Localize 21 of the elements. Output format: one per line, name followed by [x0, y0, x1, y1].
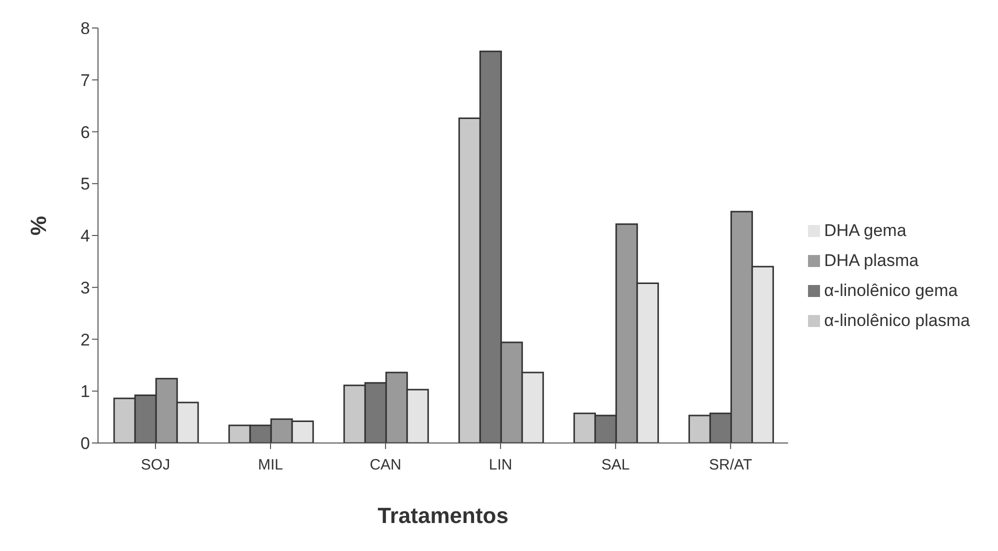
- y-tick-label: 1: [80, 382, 90, 402]
- legend-label: DHA plasma: [824, 250, 919, 270]
- legend-label: α-linolênico gema: [824, 280, 958, 300]
- y-tick-label: 7: [80, 70, 90, 90]
- x-tick-label: LIN: [488, 456, 512, 474]
- legend-label: DHA gema: [824, 220, 906, 240]
- x-tick-label: SAL: [601, 456, 630, 474]
- x-axis-title: Tratamentos: [378, 503, 508, 528]
- x-tick-label: MIL: [258, 456, 284, 474]
- x-tick-label: CAN: [370, 456, 402, 474]
- y-axis-title: %: [26, 216, 51, 236]
- x-tick-label: SOJ: [140, 456, 170, 474]
- y-tick-label: 8: [80, 19, 90, 38]
- y-tick-label: 4: [80, 226, 90, 246]
- y-tick-label: 2: [80, 330, 90, 350]
- y-tick-label: 3: [80, 278, 90, 298]
- y-tick-label: 0: [80, 434, 90, 454]
- legend-label: α-linolênico plasma: [824, 310, 970, 330]
- x-tick-label: SR/AT: [709, 456, 752, 474]
- y-tick-label: 5: [80, 174, 90, 194]
- y-tick-label: 6: [80, 122, 90, 142]
